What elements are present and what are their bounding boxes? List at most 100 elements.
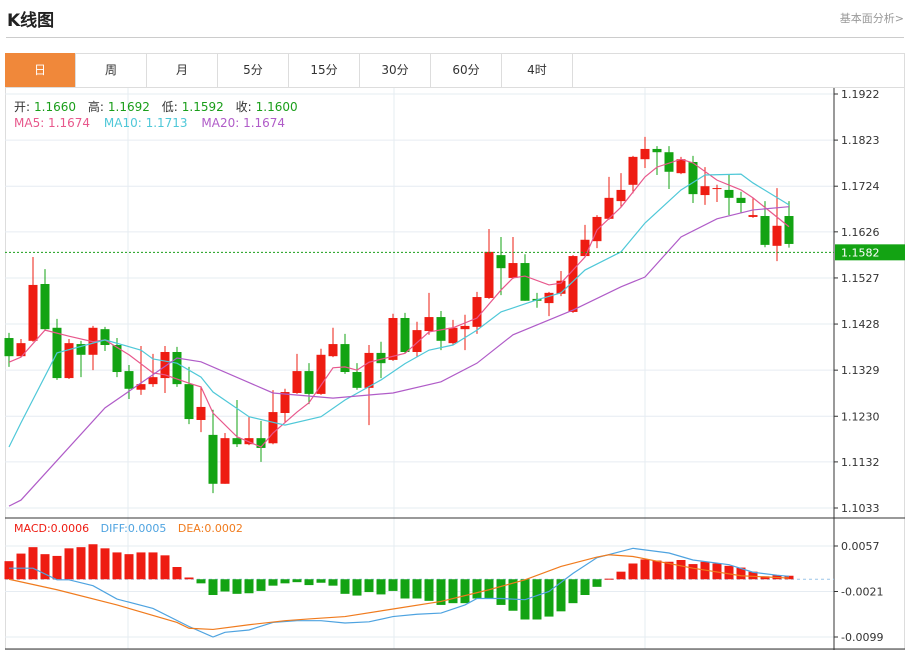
candle [724,174,734,216]
candle [592,215,602,249]
y-tick-label: 1.1527 [841,272,880,285]
candle-body [76,344,86,355]
macd-bar [352,579,362,596]
macd-bar [484,579,494,599]
candle [112,338,122,378]
tab-60min[interactable]: 60分 [431,53,502,87]
candle-body [256,438,266,448]
diff-value: DIFF:0.0005 [100,522,167,535]
macd-bar [160,555,170,580]
macd-bar [280,579,290,584]
macd-bar [508,579,518,611]
current-price-badge [835,244,905,261]
candle-body [40,284,50,330]
macd-bar [676,560,686,580]
candle [412,321,422,358]
macd-legend: MACD:0.0006 DIFF:0.0005 DEA:0.0002 [14,522,247,535]
candle-body [652,148,662,153]
candle [604,176,614,220]
candle-body [244,438,254,445]
candle [316,348,326,395]
candle-body [784,216,794,244]
candle-body [676,159,686,174]
candle-body [376,352,386,364]
macd-bar [28,547,38,580]
candle-body [520,263,530,301]
macd-bar [472,579,482,599]
candle-body [568,256,578,312]
candle-body [64,343,74,379]
macd-bar [364,579,374,593]
candle [388,313,398,361]
macd-y-tick-label: -0.0021 [841,586,883,599]
candle [28,256,38,342]
candle-body [4,338,14,357]
tab-4hour[interactable]: 4时 [502,53,573,87]
y-tick-label: 1.1132 [841,456,880,469]
tab-5min[interactable]: 5分 [218,53,289,87]
macd-bar [760,576,770,580]
open-value: 1.1660 [34,100,77,114]
macd-y-tick-label: 0.0057 [841,540,880,553]
candle-body [592,216,602,242]
macd-bar [736,567,746,580]
candle [460,314,470,351]
ma5-line [8,158,790,448]
candle-body [424,317,434,332]
open-label: 开: [14,100,31,114]
macd-bar [4,561,14,580]
candle [352,363,362,390]
candle-body [412,330,422,352]
high-value: 1.1692 [107,100,150,114]
candle [16,338,26,358]
y-tick-label: 1.1033 [841,502,880,515]
page-title: K线图 [7,11,55,31]
candle-body [172,351,182,385]
tab-15min[interactable]: 15分 [289,53,360,87]
header-divider [6,37,904,38]
macd-bar [388,579,398,591]
current-price-label: 1.1582 [841,246,880,259]
macd-bar [292,579,302,583]
candle-body [112,345,122,373]
fundamental-analysis-link[interactable]: 基本面分析> [839,12,904,25]
macd-bar [400,579,410,599]
candle-body [448,327,458,344]
candle-body [628,156,638,185]
candle-body [508,263,518,278]
macd-bar [748,571,758,580]
macd-bar [124,554,134,580]
candle-body [772,225,782,246]
macd-bar [652,560,662,580]
candle-body [388,317,398,360]
candle-body [304,371,314,394]
candle-body [736,197,746,203]
candle [400,312,410,353]
ma-legend: MA5: 1.1674 MA10: 1.1713 MA20: 1.1674 [14,116,289,130]
tab-month[interactable]: 月 [147,53,218,87]
candle-body [436,317,446,341]
candle-body [196,406,206,420]
macd-bar [88,544,98,580]
candle [136,345,146,395]
macd-value: MACD:0.0006 [14,522,90,535]
macd-bar [580,579,590,595]
low-value: 1.1592 [181,100,224,114]
dea-line [8,554,790,631]
candle [100,326,110,352]
candle [160,345,170,393]
macd-bar [532,579,542,620]
tab-week[interactable]: 周 [76,53,147,87]
macd-bar [148,552,158,580]
candle [184,366,194,425]
candle [652,146,662,176]
tab-day[interactable]: 日 [5,53,76,87]
candle [304,363,314,405]
macd-bar [244,579,254,594]
candle [4,332,14,367]
tab-30min[interactable]: 30分 [360,53,431,87]
candle-body [160,351,170,379]
macd-bar [544,579,554,617]
candle-body [616,189,626,202]
